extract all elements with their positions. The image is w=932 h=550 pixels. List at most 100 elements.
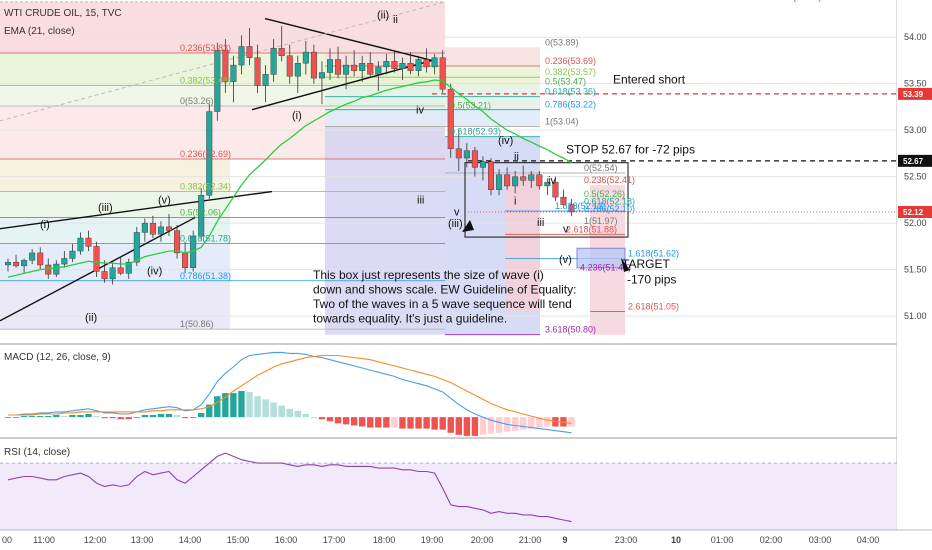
macd-hist-5 xyxy=(45,416,52,418)
wave-label-iv_paren_blue: (iv) xyxy=(498,135,513,147)
fib-zone-8 xyxy=(0,280,230,330)
time-tick-2: 12:00 xyxy=(84,535,107,545)
fib-label-7: 0.618(53.36) xyxy=(545,87,596,97)
chart-symbol[interactable]: WTI CRUDE OIL, 15, TVC xyxy=(4,8,122,19)
candle-body-13 xyxy=(109,267,116,280)
candle-body-58 xyxy=(471,150,478,168)
candle-body-11 xyxy=(93,246,100,272)
arrow-icon-left xyxy=(462,220,474,232)
candle-body-6 xyxy=(53,263,60,275)
candle-body-2 xyxy=(21,260,28,267)
triangle-top xyxy=(264,17,433,62)
macd-hist-46 xyxy=(375,417,382,428)
candle-body-24 xyxy=(198,195,205,237)
time-tick-9: 19:00 xyxy=(421,535,444,545)
fib-zone-13 xyxy=(325,47,540,67)
fib-label-3: 0.236(53.69) xyxy=(545,56,596,66)
fib-label-12: 0.618(52.93) xyxy=(450,127,501,137)
fib-label-11: 1(53.04) xyxy=(545,116,579,126)
candle-body-43 xyxy=(351,64,358,71)
price-tags: 53.39 52.67 52.12 xyxy=(898,87,932,218)
macd-hist-56 xyxy=(455,417,462,435)
stop-label: STOP 52.67 for -72 pips xyxy=(566,142,695,156)
fib-label-4: 0.382(53.57) xyxy=(545,67,596,77)
price-tick-5: 51.50 xyxy=(904,265,927,275)
macd-hist-25 xyxy=(206,404,213,418)
macd-hist-10 xyxy=(85,413,92,418)
candle-body-12 xyxy=(101,271,108,280)
rsi-indicator-label[interactable]: RSI (14, close) xyxy=(4,447,71,458)
macd-hist-63 xyxy=(511,417,519,431)
wave-label-ii_paren_top: (ii) xyxy=(377,10,389,22)
candle-body-62 xyxy=(504,174,511,187)
fib-label-5: 0.382(53.48) xyxy=(180,76,231,86)
macd-hist-38 xyxy=(310,417,318,418)
trendline-upper xyxy=(0,190,273,230)
time-tick-4: 14:00 xyxy=(179,535,202,545)
candle-body-21 xyxy=(174,230,181,254)
price-axis: 54.00 53.50 53.00 52.50 52.00 51.50 51.00 xyxy=(897,0,932,530)
macd-hist-58 xyxy=(471,417,479,436)
candle-body-17 xyxy=(141,222,148,233)
fib-label-29: 1(50.86) xyxy=(180,319,214,329)
candle-body-9 xyxy=(77,237,84,252)
fib-label-17: 0.5(52.26) xyxy=(584,189,625,199)
fib-label-1: 0.236(53.83) xyxy=(180,43,231,53)
time-tick-12: 9 xyxy=(562,535,567,545)
ema-line xyxy=(7,79,572,278)
fib-label-22: 1(51.97) xyxy=(584,216,618,226)
macd-hist-47 xyxy=(383,417,390,428)
macd-hist-66 xyxy=(536,417,543,428)
candle-body-56 xyxy=(455,148,462,159)
candle-body-0 xyxy=(4,261,11,266)
macd-hist-45 xyxy=(367,417,374,428)
time-tick-8: 18:00 xyxy=(373,535,396,545)
time-axis-bg xyxy=(0,530,932,550)
fib-label-24: 0.618(51.78) xyxy=(180,234,231,244)
macd-hist-27 xyxy=(222,393,229,418)
candle-body-53 xyxy=(431,57,438,68)
fib-label-28: 2.618(51.05) xyxy=(628,301,679,311)
wave-label-v_small: v xyxy=(454,207,460,219)
macd-hist-29 xyxy=(238,391,245,418)
time-tick-13: 23:00 xyxy=(615,535,638,545)
fib-zone-16 xyxy=(325,109,540,127)
candle-body-22 xyxy=(182,252,189,268)
candle-body-45 xyxy=(367,63,374,75)
wave-label-v_paren: (v) xyxy=(158,195,171,207)
wave-label-i_small_b: i xyxy=(514,196,516,208)
macd-hist-17 xyxy=(141,415,149,418)
candle-body-7 xyxy=(61,258,68,265)
macd-hist-36 xyxy=(294,410,301,418)
candle-body-26 xyxy=(214,50,221,112)
candle-body-32 xyxy=(262,74,269,86)
wave-label-iii_small: iii xyxy=(417,195,424,207)
price-tag-2: 52.12 xyxy=(903,208,924,217)
macd-hist-50 xyxy=(407,417,414,429)
fib-label-20: 0.786(52.10) xyxy=(584,204,635,214)
candle-body-39 xyxy=(318,72,325,79)
macd-hist-44 xyxy=(359,417,366,427)
wave-label-v_small_b: v xyxy=(563,223,569,235)
macd-hist-22 xyxy=(181,417,189,419)
macd-hist-26 xyxy=(214,396,221,418)
time-tick-1: 11:00 xyxy=(33,535,55,545)
wave-label-i_paren_b: (i) xyxy=(292,110,302,122)
fib-label-26: 4.236(51.47) xyxy=(580,262,631,272)
macd-indicator-label[interactable]: MACD (12, 26, close, 9) xyxy=(4,352,111,363)
macd-hist-4 xyxy=(37,416,44,418)
macd-line xyxy=(8,351,572,434)
macd-hist-52 xyxy=(423,417,430,429)
time-tick-7: 17:00 xyxy=(323,535,346,545)
macd-hist-57 xyxy=(463,417,471,436)
fib-zone-4 xyxy=(0,158,230,192)
wave-label-iii_paren: (iii) xyxy=(98,202,113,214)
wave-label-ii_small: ii xyxy=(393,14,398,26)
candles xyxy=(4,26,575,285)
ema-indicator-label[interactable]: EMA (21, close) xyxy=(4,26,75,37)
candle-body-54 xyxy=(439,57,446,90)
fib-zone-0 xyxy=(0,1,230,53)
wave-i-box xyxy=(464,162,629,238)
